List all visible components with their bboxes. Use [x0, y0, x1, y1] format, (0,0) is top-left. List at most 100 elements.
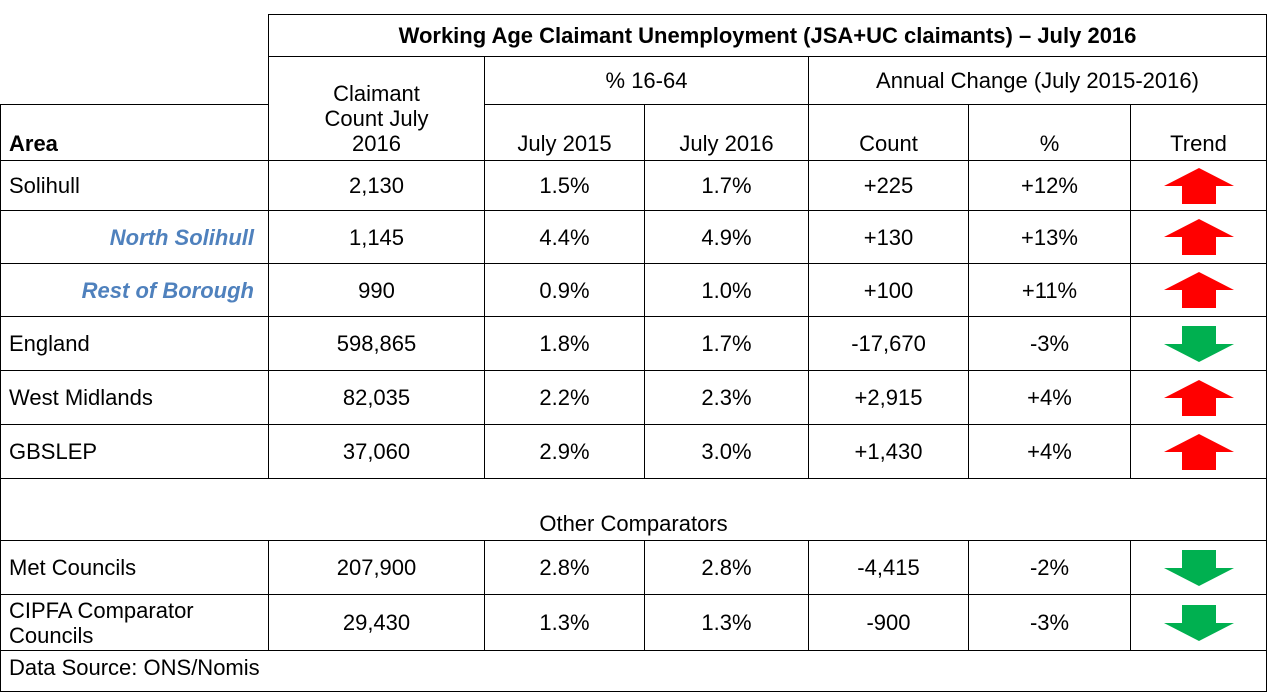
cell-text: 207,900 [336, 555, 417, 580]
cell: North Solihull [0, 210, 269, 264]
cell: 0.9% [484, 263, 645, 317]
header: Claimant Count July 2016 [268, 56, 485, 161]
arrow-shape [1163, 379, 1234, 416]
cell-text: 2.8% [701, 555, 752, 580]
cell-text: 3.0% [701, 439, 752, 464]
header: % 16-64 [484, 56, 809, 105]
cell: 37,060 [268, 424, 485, 479]
cell: +4% [968, 370, 1131, 425]
cell: 1.0% [644, 263, 809, 317]
cell: CIPFA Comparator Councils [0, 594, 269, 651]
cell: -3% [968, 316, 1131, 371]
cell: 1.7% [644, 316, 809, 371]
cell-text: 1.3% [701, 610, 752, 635]
header-text: Claimant Count July 2016 [324, 81, 429, 156]
cell: -900 [808, 594, 969, 651]
cell: Met Councils [0, 540, 269, 595]
cell: -17,670 [808, 316, 969, 371]
cell [1130, 210, 1267, 264]
trend-arrow [1163, 433, 1234, 470]
cell: 3.0% [644, 424, 809, 479]
cell: 2.8% [644, 540, 809, 595]
cell-text: 4.9% [701, 224, 752, 250]
cell: 4.9% [644, 210, 809, 264]
cell: 2.3% [644, 370, 809, 425]
cell-text: 29,430 [342, 610, 411, 635]
trend-arrow [1163, 549, 1234, 586]
cell-text: 82,035 [342, 385, 411, 410]
header: % [968, 104, 1131, 161]
cell: GBSLEP [0, 424, 269, 479]
cell [1130, 160, 1267, 211]
cell-text: 2.2% [539, 385, 590, 410]
cell: +2,915 [808, 370, 969, 425]
cell-text: +2,915 [854, 385, 923, 410]
cell-text: GBSLEP [9, 439, 98, 464]
cell: 1.3% [644, 594, 809, 651]
trend-arrow [1163, 379, 1234, 416]
cell: +12% [968, 160, 1131, 211]
cell-text: 4.4% [539, 224, 590, 250]
trend-arrow [1163, 325, 1234, 362]
cell-text: -17,670 [851, 331, 926, 356]
cell-text: England [9, 331, 90, 356]
cell: Solihull [0, 160, 269, 211]
cell-text: +4% [1027, 439, 1072, 464]
arrow-shape [1163, 272, 1234, 308]
arrow-shape [1163, 604, 1234, 641]
arrow-shape [1163, 549, 1234, 586]
cell-text: 1.0% [701, 277, 752, 303]
cell: +130 [808, 210, 969, 264]
cell-text: +225 [863, 173, 914, 198]
source: Data Source: ONS/Nomis [0, 650, 1267, 692]
cell: 2,130 [268, 160, 485, 211]
cell-text: +1,430 [854, 439, 923, 464]
table-title: Working Age Claimant Unemployment (JSA+U… [268, 14, 1267, 57]
cell: 1,145 [268, 210, 485, 264]
cell: 2.9% [484, 424, 645, 479]
cell-text: -900 [866, 610, 911, 635]
cell [1130, 316, 1267, 371]
cell-text: +11% [1021, 277, 1078, 303]
cell-text: 1.3% [539, 610, 590, 635]
cell-text: 2.9% [539, 439, 590, 464]
cell-text: 1.5% [539, 173, 590, 198]
cell-text: -3% [1029, 331, 1070, 356]
cell-text: 0.9% [539, 277, 590, 303]
cell-text: Met Councils [9, 555, 137, 580]
trend-arrow [1163, 219, 1234, 255]
cell-text: 2,130 [348, 173, 405, 198]
cell: 598,865 [268, 316, 485, 371]
cell-text: 2.3% [701, 385, 752, 410]
cell-text: +13% [1021, 224, 1078, 250]
arrow-shape [1163, 433, 1234, 470]
cell-text: CIPFA Comparator Councils [9, 597, 194, 648]
cell: -2% [968, 540, 1131, 595]
cell: +1,430 [808, 424, 969, 479]
cell-text: West Midlands [9, 385, 153, 410]
cell-text: 990 [358, 277, 395, 303]
cell: 207,900 [268, 540, 485, 595]
cell: -4,415 [808, 540, 969, 595]
cell: +4% [968, 424, 1131, 479]
cell [1130, 263, 1267, 317]
cell: 1.7% [644, 160, 809, 211]
cell: -3% [968, 594, 1131, 651]
trend-arrow [1163, 167, 1234, 204]
cell-text: +130 [863, 224, 914, 250]
header: Area [0, 104, 269, 161]
cell-text: -2% [1029, 555, 1070, 580]
arrow-shape [1163, 325, 1234, 362]
cell-text: +12% [1021, 173, 1078, 198]
cell-text: +4% [1027, 385, 1072, 410]
cell-text: North Solihull [109, 224, 254, 250]
cell-text: Solihull [9, 173, 80, 198]
cell-text: Rest of Borough [81, 277, 254, 303]
cell: 1.5% [484, 160, 645, 211]
cell: 4.4% [484, 210, 645, 264]
cell: England [0, 316, 269, 371]
cell-text: 598,865 [336, 331, 417, 356]
cell-text: -4,415 [857, 555, 920, 580]
cell: 1.8% [484, 316, 645, 371]
